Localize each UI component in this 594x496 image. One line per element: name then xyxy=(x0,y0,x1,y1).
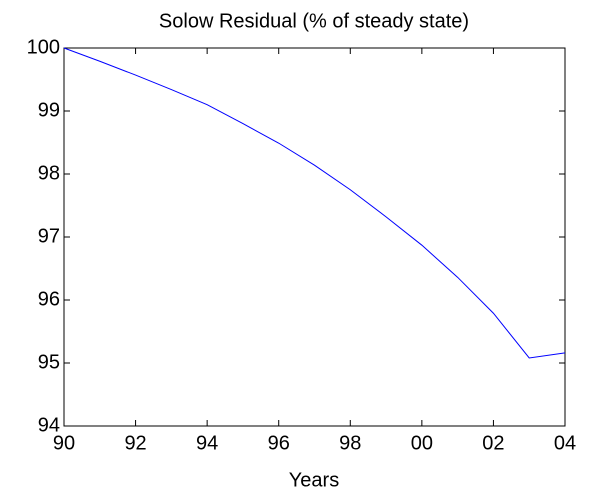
x-tick-label: 00 xyxy=(411,432,433,454)
y-tick-label: 96 xyxy=(38,288,60,310)
y-tick-label: 99 xyxy=(38,99,60,121)
x-tick-label: 98 xyxy=(339,432,361,454)
y-tick-label: 94 xyxy=(38,414,60,436)
x-tick-label: 02 xyxy=(482,432,504,454)
x-tick-label: 96 xyxy=(268,432,290,454)
y-tick-label: 97 xyxy=(38,225,60,247)
x-tick-label: 92 xyxy=(124,432,146,454)
chart-title: Solow Residual (% of steady state) xyxy=(159,10,469,32)
y-tick-label: 100 xyxy=(27,36,60,58)
x-tick-label: 04 xyxy=(554,432,576,454)
x-tick-label: 90 xyxy=(53,432,75,454)
y-tick-label: 98 xyxy=(38,162,60,184)
data-line xyxy=(63,47,566,359)
x-axis-label: Years xyxy=(289,469,339,491)
x-tick-label: 94 xyxy=(196,432,218,454)
y-tick-label: 95 xyxy=(38,351,60,373)
